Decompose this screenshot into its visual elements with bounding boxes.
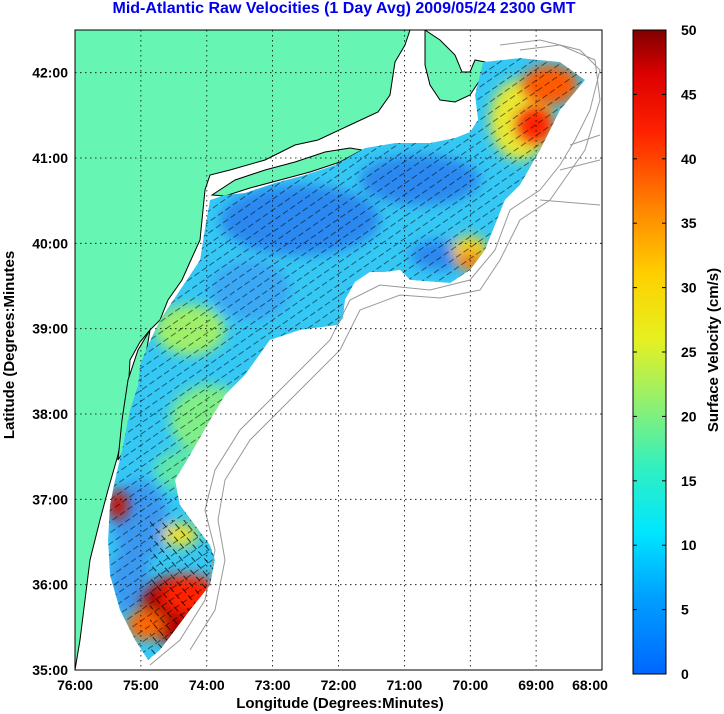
colorbar-tick-label: 0	[681, 666, 689, 682]
colorbar-tick-label: 45	[681, 86, 697, 102]
x-tick-label: 69:00	[518, 677, 554, 693]
x-tick-label: 73:00	[255, 677, 291, 693]
colorbar-tick-label: 40	[681, 151, 697, 167]
colorbar-tick-label: 5	[681, 602, 689, 618]
colorbar-tick-label: 35	[681, 215, 697, 231]
colorbar-tick-label: 15	[681, 473, 697, 489]
colorbar-tick-label: 20	[681, 408, 697, 424]
colorbar: 50 45 40 35 30 25 20 15 10 5 0 Surface V…	[632, 22, 722, 682]
x-axis-label: Longitude (Degrees:Minutes)	[236, 695, 444, 712]
y-tick-label: 41:00	[32, 150, 68, 166]
chart-title: Mid-Atlantic Raw Velocities (1 Day Avg) …	[112, 0, 576, 17]
plot-frame	[74, 29, 603, 671]
y-axis-label: Latitude (Degrees:Minutes	[1, 251, 18, 439]
y-axis: 42:00 41:00 40:00 39:00 38:00 37:00 36:0…	[1, 65, 68, 678]
colorbar-tick-label: 10	[681, 537, 697, 553]
y-tick-label: 38:00	[32, 406, 68, 422]
x-tick-label: 76:00	[57, 677, 93, 693]
x-tick-label: 75:00	[123, 677, 159, 693]
y-tick-label: 37:00	[32, 491, 68, 507]
x-tick-label: 70:00	[452, 677, 488, 693]
colorbar-gradient	[632, 29, 667, 675]
colorbar-tick-label: 25	[681, 344, 697, 360]
y-tick-label: 42:00	[32, 65, 68, 81]
x-tick-label: 72:00	[321, 677, 357, 693]
x-tick-label: 74:00	[189, 677, 225, 693]
y-tick-label: 39:00	[32, 321, 68, 337]
land-mass	[75, 30, 486, 670]
x-axis: 76:00 75:00 74:00 73:00 72:00 71:00 70:0…	[57, 677, 608, 712]
y-tick-label: 40:00	[32, 235, 68, 251]
x-tick-label: 68:00	[572, 677, 608, 693]
y-tick-label: 35:00	[32, 662, 68, 678]
grid-lines	[75, 30, 602, 670]
colorbar-label: Surface Velocity (cm/s)	[705, 268, 722, 432]
x-tick-label: 71:00	[386, 677, 422, 693]
bathymetry-contours	[149, 39, 601, 666]
colorbar-tick-label: 50	[681, 22, 697, 38]
colorbar-tick-label: 30	[681, 280, 697, 296]
y-tick-label: 36:00	[32, 577, 68, 593]
